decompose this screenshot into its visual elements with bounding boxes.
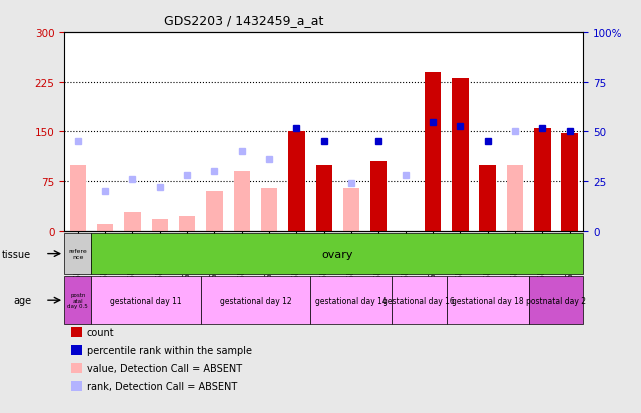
- Bar: [529, 277, 583, 324]
- Bar: [447, 277, 529, 324]
- Bar: [392, 277, 447, 324]
- Text: rank, Detection Call = ABSENT: rank, Detection Call = ABSENT: [87, 381, 237, 391]
- Bar: [97, 225, 113, 231]
- Bar: [64, 277, 92, 324]
- Bar: [64, 233, 92, 275]
- Bar: [452, 79, 469, 231]
- Text: gestational day 12: gestational day 12: [220, 296, 291, 305]
- Bar: [261, 188, 278, 231]
- Bar: [151, 219, 168, 231]
- Text: GDS2203 / 1432459_a_at: GDS2203 / 1432459_a_at: [164, 14, 323, 27]
- Text: gestational day 11: gestational day 11: [110, 296, 182, 305]
- Bar: [70, 165, 86, 231]
- Text: gestational day 16: gestational day 16: [383, 296, 455, 305]
- Text: count: count: [87, 328, 114, 337]
- Text: age: age: [13, 295, 31, 306]
- Bar: [310, 277, 392, 324]
- Bar: [479, 165, 496, 231]
- Bar: [507, 165, 523, 231]
- Bar: [124, 213, 140, 231]
- Bar: [206, 192, 222, 231]
- Text: gestational day 14: gestational day 14: [315, 296, 387, 305]
- Text: gestational day 18: gestational day 18: [452, 296, 524, 305]
- Bar: [534, 129, 551, 231]
- Bar: [425, 73, 441, 231]
- Bar: [562, 133, 578, 231]
- Text: ovary: ovary: [322, 249, 353, 259]
- Bar: [315, 165, 332, 231]
- Text: postnatal day 2: postnatal day 2: [526, 296, 586, 305]
- Text: refere
nce: refere nce: [69, 249, 87, 259]
- Bar: [343, 188, 359, 231]
- Text: value, Detection Call = ABSENT: value, Detection Call = ABSENT: [87, 363, 242, 373]
- Text: percentile rank within the sample: percentile rank within the sample: [87, 345, 251, 355]
- Bar: [92, 277, 201, 324]
- Bar: [201, 277, 310, 324]
- Bar: [179, 217, 196, 231]
- Bar: [370, 162, 387, 231]
- Bar: [288, 132, 304, 231]
- Bar: [233, 172, 250, 231]
- Text: postn
atal
day 0.5: postn atal day 0.5: [67, 292, 88, 309]
- Text: tissue: tissue: [2, 249, 31, 259]
